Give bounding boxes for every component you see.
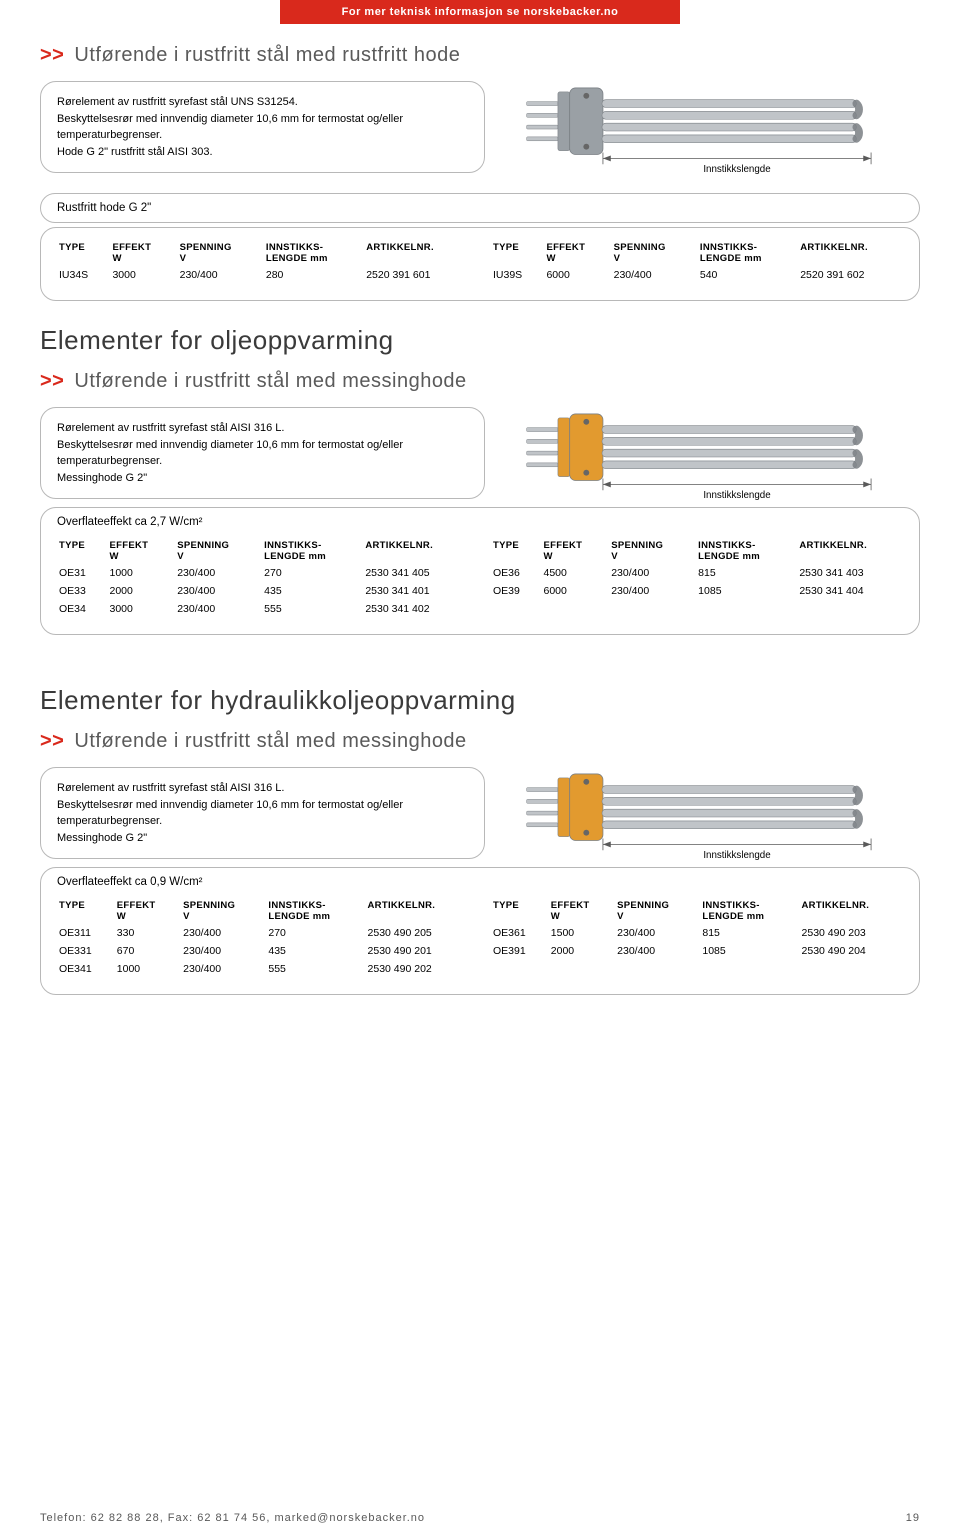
section2-description: Rørelement av rustfritt syrefast stål AI…: [40, 407, 485, 499]
section3-title: Utførende i rustfritt stål med messingho…: [74, 730, 466, 752]
section2-title: Utførende i rustfritt stål med messingho…: [74, 370, 466, 392]
section3-heading: >> Utførende i rustfritt stål med messin…: [40, 730, 920, 753]
section1-description: Rørelement av rustfritt syrefast stål UN…: [40, 81, 485, 173]
desc-line: Rørelement av rustfritt syrefast stål UN…: [57, 94, 468, 111]
desc-line: Beskyttelsesrør med innvendig diameter 1…: [57, 111, 468, 144]
section1-diagram: Innstikkslengde: [505, 81, 920, 181]
table-right: TYPE EFFEKTW SPENNINGV INNSTIKKS-LENGDE …: [489, 236, 905, 284]
table-left: TYPE EFFEKTW SPENNINGV INNSTIKKS-LENGDE …: [55, 236, 471, 284]
footer: Telefon: 62 82 88 28, Fax: 62 81 74 56, …: [40, 1512, 920, 1524]
svg-text:Innstikkslengde: Innstikkslengde: [703, 850, 770, 861]
svg-text:Innstikkslengde: Innstikkslengde: [703, 490, 770, 501]
section3-sublabel: Overflateeffekt ca 0,9 W/cm²: [55, 876, 905, 894]
chevron-icon: >>: [40, 730, 64, 752]
section1-tables: TYPE EFFEKTW SPENNINGV INNSTIKKS-LENGDE …: [55, 236, 905, 284]
table-right: TYPE EFFEKTW SPENNINGV INNSTIKKS-LENGDE …: [489, 534, 905, 600]
table-right: TYPE EFFEKTW SPENNINGV INNSTIKKS-LENGDE …: [489, 894, 905, 960]
chevron-icon: >>: [40, 370, 64, 392]
section1-heading: >> Utførende i rustfritt stål med rustfr…: [40, 44, 920, 67]
section2-table-frame: Overflateeffekt ca 2,7 W/cm² TYPE EFFEKT…: [40, 507, 920, 635]
section1-title: Utførende i rustfritt stål med rustfritt…: [74, 44, 460, 66]
table-left: TYPE EFFEKTW SPENNINGV INNSTIKKS-LENGDE …: [55, 894, 471, 978]
section3-tables: TYPE EFFEKTW SPENNINGV INNSTIKKS-LENGDE …: [55, 894, 905, 978]
section2-sublabel: Overflateeffekt ca 2,7 W/cm²: [55, 516, 905, 534]
desc-line: Messinghode G 2": [57, 470, 468, 487]
desc-line: Beskyttelsesrør med innvendig diameter 1…: [57, 437, 468, 470]
desc-line: Rørelement av rustfritt syrefast stål AI…: [57, 420, 468, 437]
svg-text:Innstikkslengde: Innstikkslengde: [703, 164, 770, 175]
table-left: TYPE EFFEKTW SPENNINGV INNSTIKKS-LENGDE …: [55, 534, 471, 618]
section2-tables: TYPE EFFEKTW SPENNINGV INNSTIKKS-LENGDE …: [55, 534, 905, 618]
section1-table-frame: TYPE EFFEKTW SPENNINGV INNSTIKKS-LENGDE …: [40, 227, 920, 301]
section2-heading: >> Utførende i rustfritt stål med messin…: [40, 370, 920, 393]
desc-line: Hode G 2" rustfritt stål AISI 303.: [57, 144, 468, 161]
section2-main-heading: Elementer for oljeoppvarming: [40, 325, 920, 356]
top-banner: For mer teknisk informasjon se norskebac…: [280, 0, 680, 24]
desc-line: Rørelement av rustfritt syrefast stål AI…: [57, 780, 468, 797]
desc-line: Messinghode G 2": [57, 830, 468, 847]
section3-description: Rørelement av rustfritt syrefast stål AI…: [40, 767, 485, 859]
section1-sublabel: Rustfritt hode G 2": [40, 193, 920, 223]
chevron-icon: >>: [40, 44, 64, 66]
desc-line: Beskyttelsesrør med innvendig diameter 1…: [57, 797, 468, 830]
footer-page: 19: [906, 1512, 920, 1524]
section3-table-frame: Overflateeffekt ca 0,9 W/cm² TYPE EFFEKT…: [40, 867, 920, 995]
section3-diagram: Innstikkslengde: [505, 767, 920, 867]
section3-main-heading: Elementer for hydraulikkoljeoppvarming: [40, 685, 920, 716]
section2-diagram: Innstikkslengde: [505, 407, 920, 507]
footer-contact: Telefon: 62 82 88 28, Fax: 62 81 74 56, …: [40, 1512, 425, 1524]
